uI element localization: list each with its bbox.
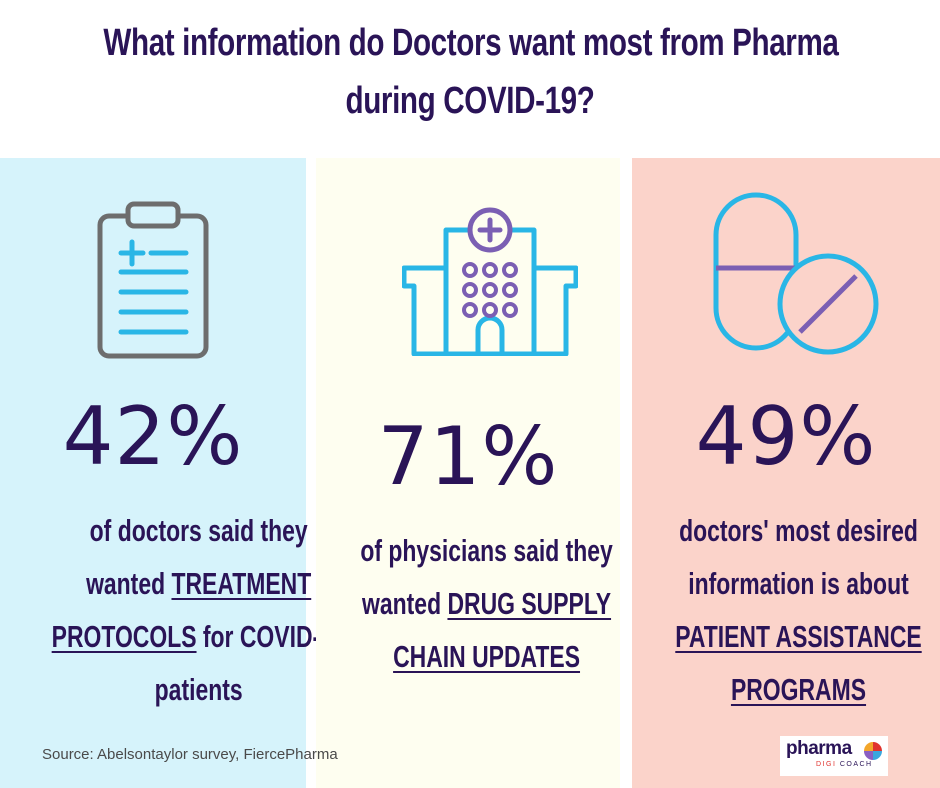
desc-line: of doctors said they xyxy=(89,513,308,548)
desc-line: information is about xyxy=(688,566,909,601)
desc-line: PATIENT ASSISTANCE xyxy=(675,619,922,654)
desc-line: wanted TREATMENT xyxy=(86,566,312,601)
hospital-icon xyxy=(402,207,578,356)
stat-description: doctors' most desired information is abo… xyxy=(632,504,940,716)
stat-description: of doctors said they wanted TREATMENT PR… xyxy=(0,504,346,716)
desc-line: patients xyxy=(154,672,243,707)
stat-percent: 71% xyxy=(377,410,559,503)
pharma-digi-coach-logo: pharma DIGI COACH xyxy=(780,736,888,776)
stat-panel-treatment: 42% of doctors said they wanted TREATMEN… xyxy=(0,158,346,788)
desc-line: PROGRAMS xyxy=(730,672,867,707)
clipboard-icon xyxy=(97,201,209,359)
source-note: Source: Abelsontaylor survey, FiercePhar… xyxy=(42,746,338,763)
desc-line: wanted DRUG SUPPLY xyxy=(362,586,612,621)
desc-line: doctors' most desired xyxy=(679,513,918,548)
title-line-2: during COVID-19? xyxy=(345,80,595,122)
title-line-1: What information do Doctors want most fr… xyxy=(103,22,839,64)
stat-panel-patient-assistance: 49% doctors' most desired information is… xyxy=(632,158,940,788)
logo-mark-icon xyxy=(864,742,882,760)
desc-line: CHAIN UPDATES xyxy=(393,639,581,674)
stat-percent: 49% xyxy=(695,390,877,483)
stat-panel-drug-supply: 71% of physicians said they wanted DRUG … xyxy=(316,158,620,788)
page-title: What information do Doctors want most fr… xyxy=(103,14,839,130)
pills-icon xyxy=(713,192,879,355)
stat-percent: 42% xyxy=(62,390,244,483)
desc-line: of physicians said they xyxy=(360,533,613,568)
desc-line: PROTOCOLS for COVID-19 xyxy=(51,619,346,654)
stat-description: of physicians said they wanted DRUG SUPP… xyxy=(316,524,620,683)
